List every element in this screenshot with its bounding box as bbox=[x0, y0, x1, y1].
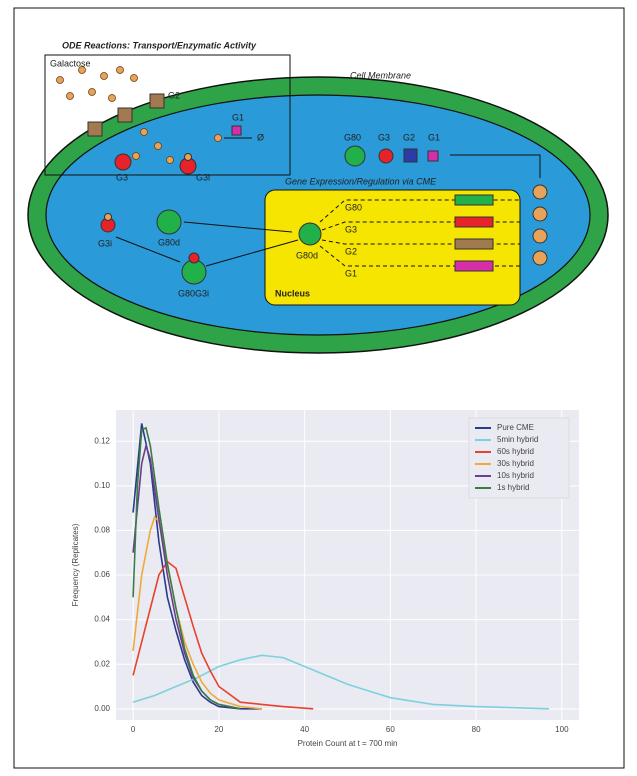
g3-icon bbox=[379, 149, 393, 163]
g80-icon bbox=[345, 146, 365, 166]
legend-label: 10s hybrid bbox=[497, 471, 534, 480]
label: G3 bbox=[116, 172, 128, 182]
x-tick-label: 100 bbox=[555, 725, 569, 734]
label: Nucleus bbox=[275, 288, 310, 298]
label: G1 bbox=[232, 112, 244, 122]
y-tick-label: 0.06 bbox=[94, 570, 110, 579]
label: Gene Expression/Regulation via CME bbox=[285, 176, 437, 186]
g1-icon bbox=[428, 151, 438, 161]
label: Galactose bbox=[50, 58, 91, 68]
label: G80d bbox=[158, 237, 180, 247]
chart: 0.00 0.02 0.04 0.06 0.08 0.10 0.12 0 20 40 60 80 100… bbox=[71, 410, 579, 748]
label: G2 bbox=[403, 132, 415, 142]
g80d-nucleus bbox=[299, 223, 321, 245]
legend-label: 30s hybrid bbox=[497, 459, 534, 468]
g80g3i-g3 bbox=[189, 253, 199, 263]
gene bbox=[455, 217, 493, 227]
label: G2 bbox=[345, 246, 357, 256]
figure: ODE Reactions: Transport/Enzymatic Activ… bbox=[0, 0, 637, 776]
x-tick-label: 40 bbox=[300, 725, 309, 734]
y-tick-label: 0.12 bbox=[94, 436, 110, 445]
label: G80 bbox=[344, 132, 361, 142]
gene bbox=[455, 195, 493, 205]
g80g3i bbox=[182, 260, 206, 284]
label: G1 bbox=[345, 268, 357, 278]
x-tick-label: 80 bbox=[472, 725, 481, 734]
y-tick-label: 0.08 bbox=[94, 526, 110, 535]
legend-label: Pure CME bbox=[497, 423, 534, 432]
g3i-gal bbox=[105, 214, 112, 221]
label: G2 bbox=[168, 90, 180, 100]
label: Cell Membrane bbox=[350, 70, 411, 80]
x-tick-label: 0 bbox=[131, 725, 136, 734]
label: G80 bbox=[345, 202, 362, 212]
label: G80d bbox=[296, 250, 318, 260]
label: G3i bbox=[196, 172, 210, 182]
label: G80G3i bbox=[178, 288, 209, 298]
label: G3 bbox=[378, 132, 390, 142]
g3i-gal bbox=[185, 154, 192, 161]
y-tick-label: 0.10 bbox=[94, 481, 110, 490]
y-axis-label: Frequency (Replicates) bbox=[71, 523, 80, 606]
x-tick-label: 20 bbox=[214, 725, 223, 734]
label: ODE Reactions: Transport/Enzymatic Activ… bbox=[62, 40, 257, 50]
label: G3 bbox=[345, 224, 357, 234]
legend-label: 60s hybrid bbox=[497, 447, 534, 456]
g3 bbox=[115, 154, 131, 170]
legend-label: 1s hybrid bbox=[497, 483, 529, 492]
gene bbox=[455, 239, 493, 249]
x-tick-label: 60 bbox=[386, 725, 395, 734]
y-tick-label: 0.02 bbox=[94, 659, 110, 668]
y-tick-label: 0.00 bbox=[94, 704, 110, 713]
g1-square bbox=[232, 126, 241, 135]
y-tick-label: 0.04 bbox=[94, 615, 110, 624]
g80d bbox=[157, 210, 181, 234]
label: G3i bbox=[98, 238, 112, 248]
x-axis-label: Protein Count at t = 700 min bbox=[298, 739, 398, 748]
gene bbox=[455, 261, 493, 271]
label: Ø bbox=[257, 132, 264, 142]
label: G1 bbox=[428, 132, 440, 142]
legend-label: 5min hybrid bbox=[497, 435, 538, 444]
g2-icon bbox=[404, 149, 417, 162]
